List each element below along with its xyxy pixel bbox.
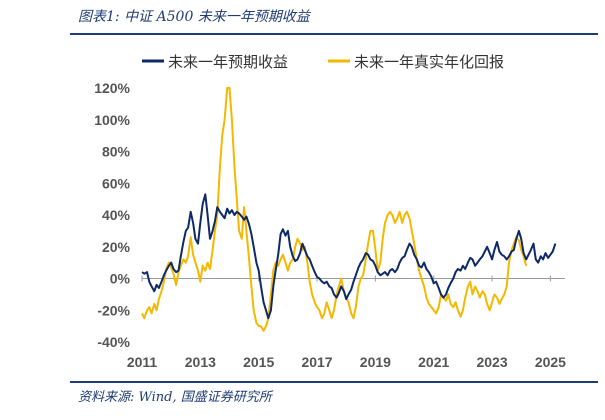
bottom-rule (70, 381, 598, 383)
legend-label-expected: 未来一年预期收益 (168, 54, 288, 71)
y-tick-label: 100% (94, 112, 130, 128)
y-tick-label: 0% (110, 271, 131, 287)
figure-title: 图表1: 中证 A500 未来一年预期收益 (78, 9, 310, 25)
y-tick-label: 20% (102, 239, 131, 255)
series-line-expected (141, 193, 557, 320)
y-tick-label: -20% (97, 302, 130, 318)
y-tick-label: -40% (97, 334, 130, 350)
y-tick-label: 80% (102, 144, 131, 160)
figure-source: 资料来源: Wind, 国盛证券研究所 (78, 390, 272, 405)
top-rule (70, 33, 598, 35)
x-tick-label: 2025 (535, 354, 566, 370)
x-axis: 2011 2013 2015 2017 2019 2021 2023 2025 (127, 275, 566, 370)
x-tick-label: 2017 (301, 354, 332, 370)
series-lines (141, 87, 557, 332)
y-axis: -40% -20% 0% 20% 40% 60% 80% 100% 120% (94, 80, 130, 350)
series-line-realized (141, 87, 528, 332)
x-tick-label: 2015 (243, 354, 274, 370)
y-tick-label: 60% (102, 175, 131, 191)
x-tick-label: 2021 (418, 354, 449, 370)
x-tick-label: 2013 (185, 354, 216, 370)
x-tick-label: 2011 (127, 354, 158, 370)
legend-label-realized: 未来一年真实年化回报 (354, 53, 504, 71)
x-tick-label: 2023 (476, 354, 507, 370)
y-tick-label: 40% (102, 207, 131, 223)
x-tick-label: 2019 (360, 354, 391, 370)
y-tick-label: 120% (94, 80, 130, 96)
chart-legend: 未来一年预期收益 未来一年真实年化回报 (142, 53, 504, 71)
